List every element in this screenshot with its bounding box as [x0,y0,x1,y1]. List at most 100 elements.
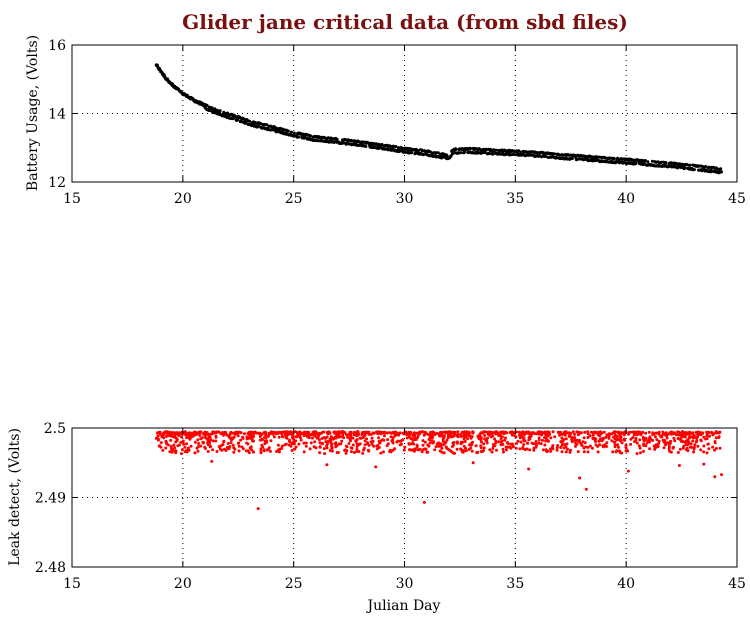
leak-point [263,439,267,443]
leak-point [158,444,161,448]
leak-point [590,446,594,450]
battery-points [154,63,723,175]
leak-point [337,430,341,434]
leak-point [499,443,503,447]
leak-point [389,450,393,454]
leak-point [678,447,682,451]
leak-point [693,443,697,447]
leak-point [669,439,673,443]
leak-point [382,431,386,435]
leak-point [222,440,226,444]
leak-point [696,444,700,448]
battery-gridlines [72,45,737,182]
leak-point [317,438,321,442]
leak-x-tick-label: 35 [506,576,524,592]
leak-point [304,444,308,448]
battery-point [403,150,407,154]
leak-point [576,450,580,454]
leak-point [343,448,347,452]
leak-point [555,446,559,450]
leak-point [699,438,703,442]
leak-point [213,431,217,435]
leak-point [197,442,201,445]
leak-point [334,436,338,440]
leak-point [428,437,431,441]
leak-point [259,447,263,451]
leak-point [322,447,326,451]
leak-point [586,450,590,454]
battery-point [218,109,222,113]
leak-point [624,443,628,447]
leak-point [192,432,196,436]
battery-point [552,152,556,156]
leak-point [613,445,617,449]
leak-point [718,446,722,450]
leak-point [173,434,177,438]
leak-point [237,444,241,448]
leak-point [493,444,497,448]
leak-point [320,437,324,440]
leak-point [356,430,360,433]
leak-point [459,432,463,436]
battery-point [483,151,487,154]
leak-point [570,440,574,444]
leak-point [528,448,532,452]
leak-point [269,439,273,443]
leak-point [615,437,619,441]
leak-point [217,445,221,449]
leak-point [644,431,648,435]
leak-point [717,436,721,440]
leak-point [676,430,680,434]
leak-point [577,431,581,435]
leak-point [172,443,176,447]
leak-point [173,449,177,453]
battery-point [297,135,300,139]
leak-point [624,449,628,453]
leak-point [582,436,586,440]
leak-point [446,436,450,440]
leak-point [357,432,361,436]
leak-point [459,435,463,438]
battery-point [463,150,466,154]
leak-point [412,431,416,435]
battery-point [309,134,313,138]
leak-point [534,440,538,443]
leak-point [299,438,303,442]
battery-point [614,160,618,164]
leak-point [501,430,505,434]
leak-point [423,440,427,444]
leak-point [664,443,667,447]
leak-point [593,436,597,440]
leak-point [644,438,648,441]
leak-point [315,436,319,440]
leak-point [219,432,223,436]
leak-point [407,430,411,434]
leak-point [296,432,300,436]
leak-point [268,432,272,436]
leak-point [236,434,240,438]
battery-point [380,143,384,146]
leak-point [240,445,244,449]
leak-point [523,439,527,443]
leak-point [665,434,669,438]
leak-point [262,448,266,452]
battery-point [303,136,307,140]
battery-ticks: 15 20 25 30 35 40 45 12 14 16 [48,38,746,207]
leak-point [638,438,642,442]
leak-point [527,438,531,442]
leak-point [429,432,433,436]
leak-point [422,433,426,437]
leak-point [239,431,243,435]
battery-point [704,165,708,168]
leak-point [573,432,576,436]
battery-point [491,152,495,156]
leak-point [651,432,655,436]
leak-ticks: 15 20 25 30 35 40 45 2.48 2.49 2.5 [35,421,746,592]
leak-point [497,440,501,444]
leak-point [474,444,478,448]
leak-point [560,432,564,436]
leak-point [371,439,375,443]
leak-point [389,435,393,439]
leak-point [677,433,681,437]
leak-point [354,439,358,443]
